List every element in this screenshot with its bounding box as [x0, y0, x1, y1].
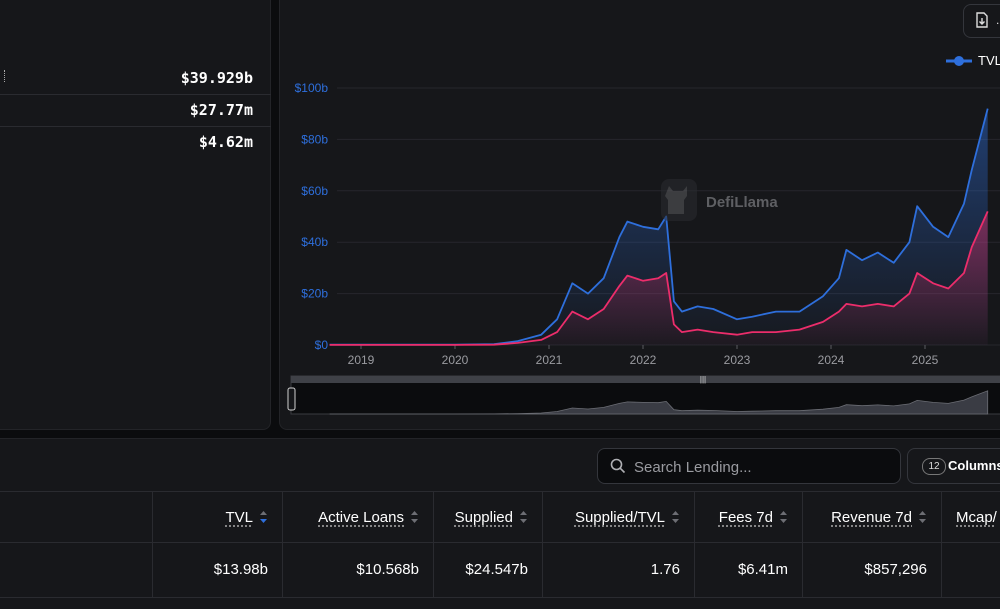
columns-count-badge: 12	[922, 458, 946, 475]
download-csv-button[interactable]: .	[963, 4, 1000, 38]
x-tick-label: 2023	[724, 353, 751, 367]
stat-row: $4.62m	[0, 126, 271, 158]
llama-logo-icon	[665, 186, 687, 214]
brush-left-handle[interactable]	[287, 387, 296, 411]
download-csv-label: .	[996, 13, 1000, 27]
cell-supplied-tvl: 1.76	[542, 542, 694, 597]
x-axis: 2019 2020 2021 2022 2023 2024 2025	[348, 345, 939, 367]
sort-icon	[520, 511, 527, 523]
stats-panel	[0, 0, 271, 430]
cell-tvl: $13.98b	[152, 542, 282, 597]
x-tick-label: 2019	[348, 353, 375, 367]
y-tick-label: $20b	[301, 287, 328, 301]
sort-icon	[411, 511, 418, 523]
search-box[interactable]	[597, 448, 901, 485]
columns-label: Columns	[948, 458, 1000, 473]
y-tick-label: $0	[315, 338, 329, 352]
table-header: TVL Active Loans Supplied Supplied/TVL F…	[0, 491, 1000, 543]
cell-mcap	[941, 542, 1000, 597]
stat-row: $39.929b	[0, 62, 271, 95]
stat-value: $27.77m	[189, 101, 253, 119]
sort-icon	[672, 511, 679, 523]
x-tick-label: 2025	[912, 353, 939, 367]
x-tick-label: 2024	[818, 353, 845, 367]
tvl-chart[interactable]: $0 $20b $40b $60b $80b $100b 2019 2020 2021 2022…	[280, 70, 1000, 420]
stat-value: $4.62m	[198, 133, 253, 151]
stat-value: $39.929b	[180, 69, 253, 87]
column-header-mcap[interactable]: Mcap/	[941, 492, 1000, 542]
legend-line-icon	[946, 56, 972, 66]
stat-label-tooltip-marker[interactable]	[0, 70, 5, 82]
y-tick-label: $40b	[301, 235, 328, 249]
sort-icon	[919, 511, 926, 523]
x-tick-label: 2021	[536, 353, 563, 367]
sort-desc-icon	[260, 511, 267, 523]
series-line-tvl	[329, 108, 989, 346]
range-brush[interactable]: |||	[287, 375, 1000, 415]
file-download-icon	[976, 12, 988, 28]
legend-label-tvl: TVL	[978, 53, 1000, 68]
chart-panel	[279, 0, 1000, 430]
column-header-active-loans[interactable]: Active Loans	[282, 492, 433, 542]
y-tick-label: $80b	[301, 132, 328, 146]
brush-handle-bar[interactable]	[291, 376, 1000, 383]
svg-text:DefiLlama: DefiLlama	[706, 194, 778, 211]
y-axis: $0 $20b $40b $60b $80b $100b	[295, 81, 329, 352]
column-header-fees-7d[interactable]: Fees 7d	[694, 492, 802, 542]
y-tick-label: $60b	[301, 184, 328, 198]
cell-active-loans: $10.568b	[282, 542, 433, 597]
y-tick-label: $100b	[295, 81, 329, 95]
x-tick-label: 2020	[442, 353, 469, 367]
x-tick-label: 2022	[630, 353, 657, 367]
search-icon	[610, 458, 626, 474]
search-input[interactable]	[632, 449, 896, 485]
cell-revenue-7d: $857,296	[802, 542, 941, 597]
column-header-revenue-7d[interactable]: Revenue 7d	[802, 492, 941, 542]
svg-text:|||: |||	[700, 375, 706, 384]
cell-fees-7d: $6.41m	[694, 542, 802, 597]
defillama-watermark: DefiLlama	[661, 179, 778, 221]
chart-series	[329, 108, 989, 346]
cell-supplied: $24.547b	[433, 542, 542, 597]
column-header-tvl[interactable]: TVL	[152, 492, 282, 542]
sort-icon	[780, 511, 787, 523]
columns-button[interactable]: 12 Columns	[907, 448, 1000, 484]
column-header-supplied[interactable]: Supplied	[433, 492, 542, 542]
table-row[interactable]: $13.98b $10.568b $24.547b 1.76 $6.41m $8…	[0, 542, 1000, 598]
series-line-2	[329, 211, 989, 346]
column-header-supplied-tvl[interactable]: Supplied/TVL	[542, 492, 694, 542]
stat-row: $27.77m	[0, 94, 271, 127]
